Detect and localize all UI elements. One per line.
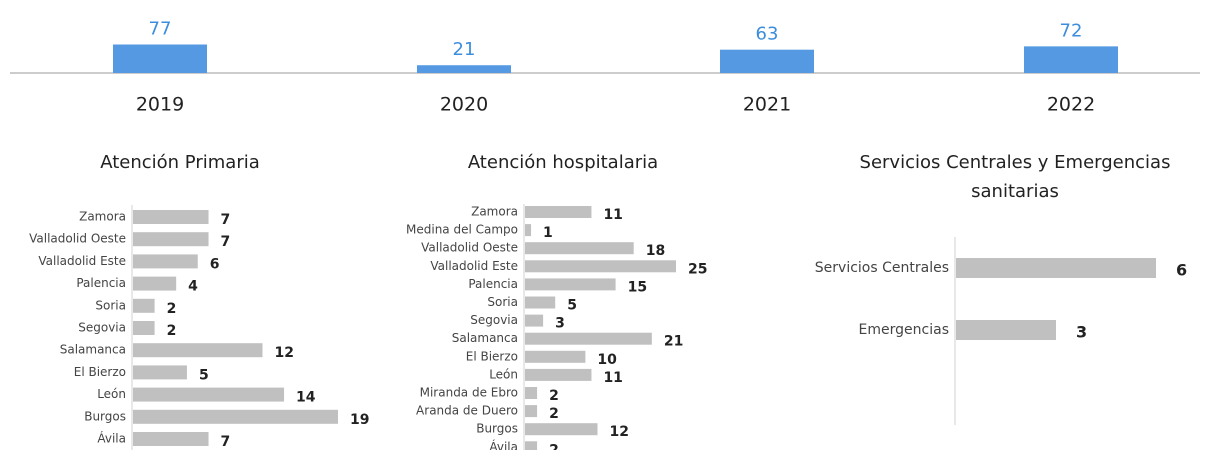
category-label: León [489,367,518,381]
bar [113,44,207,73]
value-label: 18 [646,243,665,259]
bar [525,368,592,381]
value-label: 2 [549,406,559,422]
category-label: Soria [95,298,126,312]
category-label: Valladolid Este [38,254,126,268]
bar [525,441,538,450]
category-label: Zamora [79,210,126,224]
category-label: Valladolid Oeste [421,241,518,255]
value-label: 3 [1076,323,1087,342]
value-label: 12 [609,424,628,440]
value-label: 5 [199,367,209,383]
value-label: 1 [543,225,553,241]
value-label: 21 [664,334,683,350]
category-label: Servicios Centrales [815,260,949,276]
category-label: El Bierzo [74,365,126,379]
bar [525,423,598,436]
value-label: 7 [221,212,231,228]
bar [133,409,338,424]
category-label: Aranda de Duero [416,404,518,418]
category-label: Segovia [470,313,518,327]
bar [525,206,592,218]
x-tick-label: 2020 [440,94,488,116]
value-label: 10 [597,352,617,368]
value-label: 5 [567,298,577,314]
category-label: Salamanca [60,343,126,357]
category-label: El Bierzo [466,349,518,363]
category-label: Valladolid Oeste [29,232,126,246]
value-label: 14 [296,390,316,406]
bar [525,242,634,255]
category-label: Valladolid Este [430,259,518,273]
value-label: 72 [1060,20,1083,41]
value-label: 6 [1176,261,1187,280]
value-label: 15 [628,279,647,295]
bar [417,65,511,73]
value-label: 11 [603,370,622,386]
bar [133,276,177,291]
value-label: 12 [274,345,293,361]
value-label: 7 [221,434,231,450]
category-label: Burgos [84,409,126,423]
value-label: 11 [603,207,622,223]
bar [1024,46,1118,73]
chart-title: Servicios Centrales y Emergencias [860,152,1171,173]
bar [133,232,209,247]
chart-title: sanitarias [971,181,1059,202]
category-label: Palencia [468,277,518,291]
chart-title: Atención hospitalaria [468,152,658,173]
x-tick-label: 2021 [743,94,791,116]
category-label: Emergencias [859,322,949,338]
bar [133,321,155,335]
category-label: Salamanca [452,331,518,345]
bar [133,365,187,380]
value-label: 19 [350,412,369,428]
bar [133,432,209,446]
value-label: 21 [453,39,476,60]
category-label: Ávila [97,431,126,446]
bar [525,296,556,309]
category-label: Ávila [489,439,518,450]
value-label: 6 [210,256,220,272]
category-label: Burgos [476,422,518,436]
bar [133,387,285,402]
category-label: Miranda de Ebro [420,386,518,400]
bar [956,258,1156,278]
category-label: Zamora [471,205,518,219]
bar [133,254,198,269]
value-label: 77 [149,19,172,40]
value-label: 63 [756,24,779,45]
bar [525,405,538,418]
bar [525,224,532,237]
x-tick-label: 2019 [136,94,184,116]
bar [956,320,1056,340]
bar [133,298,155,313]
bar [720,49,814,73]
value-label: 3 [555,316,565,332]
bar [133,343,263,358]
bar [133,210,209,224]
value-label: 7 [221,234,231,250]
bar [525,332,652,345]
category-label: Soria [487,295,518,309]
x-tick-label: 2022 [1047,94,1095,116]
bar [525,278,616,291]
value-label: 2 [549,442,559,450]
bar [525,387,538,399]
category-label: Medina del Campo [406,223,518,237]
value-label: 2 [167,323,177,339]
bar [525,350,586,363]
category-label: León [97,387,126,401]
value-label: 25 [688,261,707,277]
value-label: 4 [188,279,198,295]
value-label: 2 [167,301,177,317]
category-label: Segovia [78,321,126,335]
category-label: Palencia [76,276,126,290]
bar [525,260,676,273]
chart-title: Atención Primaria [100,152,260,173]
value-label: 2 [549,388,559,404]
bar [525,314,544,327]
